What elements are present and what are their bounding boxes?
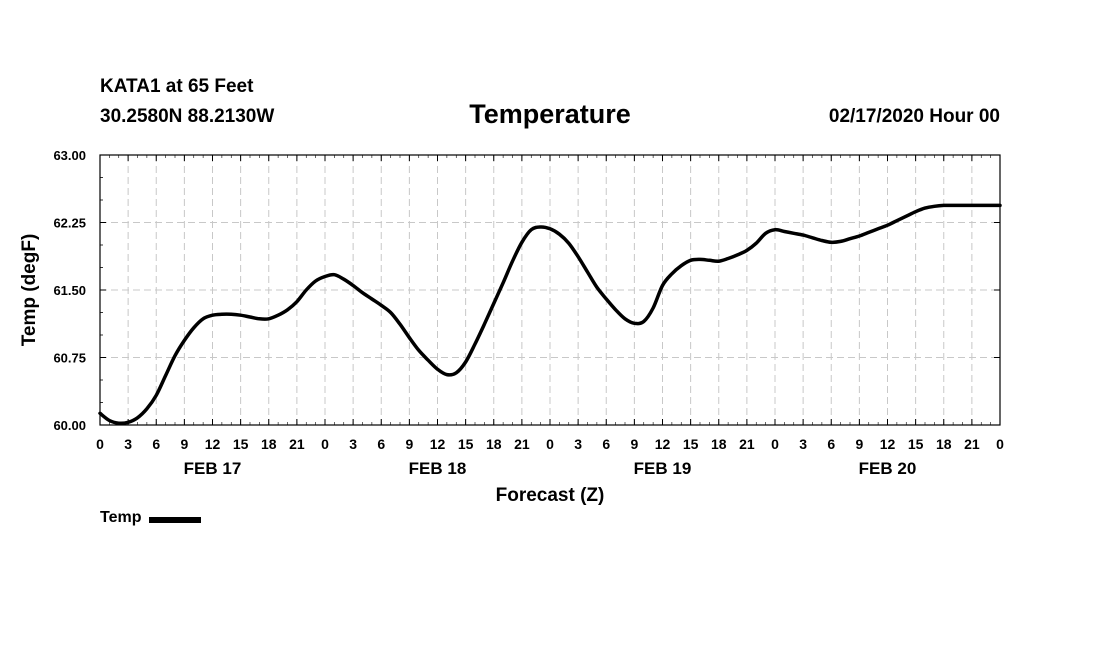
x-tick-label: 18 (261, 436, 277, 452)
y-tick-label: 62.25 (53, 216, 86, 231)
x-tick-label: 0 (321, 436, 329, 452)
y-tick-label: 60.75 (53, 351, 86, 366)
x-tick-label: 18 (486, 436, 502, 452)
date-labels: FEB 17 FEB 18 FEB 19 FEB 20 (184, 459, 917, 478)
legend: Temp (100, 509, 202, 527)
x-tick-label: 15 (683, 436, 699, 452)
station-label: KATA1 at 65 Feet (100, 76, 254, 97)
x-tick-label: 12 (205, 436, 221, 452)
x-tick-labels: 0 3 6 9 12 15 18 21 0 3 6 9 12 15 18 21 0 3 6 9 12 15 18 21 0 3 6 9… (96, 436, 1004, 452)
x-tick-label: 0 (996, 436, 1004, 452)
x-tick-label: 0 (546, 436, 554, 452)
x-tick-label: 6 (152, 436, 160, 452)
legend-line-swatch (149, 516, 202, 523)
y-tick-label: 63.00 (53, 148, 86, 163)
x-tick-label: 12 (430, 436, 446, 452)
x-tick-label: 3 (349, 436, 357, 452)
x-tick-label: 3 (574, 436, 582, 452)
x-tick-label: 12 (655, 436, 671, 452)
x-tick-label: 3 (124, 436, 132, 452)
x-tick-label: 15 (458, 436, 474, 452)
temp-series-line (98, 203, 1002, 426)
date-label: FEB 20 (859, 459, 917, 478)
x-tick-label: 15 (908, 436, 924, 452)
date-label: FEB 17 (184, 459, 242, 478)
forecast-date: 02/17/2020 Hour 00 (828, 106, 1000, 127)
x-tick-label: 18 (711, 436, 727, 452)
chart-title: Temperature (469, 99, 631, 129)
x-tick-label: 9 (405, 436, 413, 452)
x-tick-label: 9 (855, 436, 863, 452)
x-tick-label: 0 (96, 436, 104, 452)
y-tick-label: 61.50 (53, 283, 86, 298)
y-axis-label: Temp (degF) (19, 234, 40, 347)
date-label: FEB 19 (634, 459, 692, 478)
x-tick-label: 21 (964, 436, 980, 452)
x-tick-label: 0 (771, 436, 779, 452)
legend-label: Temp (100, 509, 142, 526)
x-tick-label: 12 (880, 436, 896, 452)
y-tick-labels: 60.00 60.75 61.50 62.25 63.00 (53, 148, 86, 433)
station-coordinates: 30.2580N 88.2130W (100, 106, 275, 127)
x-tick-label: 21 (514, 436, 530, 452)
x-tick-label: 9 (180, 436, 188, 452)
x-tick-label: 6 (827, 436, 835, 452)
gridlines (100, 155, 1000, 425)
x-tick-label: 21 (739, 436, 755, 452)
x-tick-label: 15 (233, 436, 249, 452)
x-tick-label: 9 (630, 436, 638, 452)
x-tick-label: 3 (799, 436, 807, 452)
x-tick-label: 6 (377, 436, 385, 452)
x-tick-label: 18 (936, 436, 952, 452)
date-label: FEB 18 (409, 459, 467, 478)
y-tick-label: 60.00 (53, 418, 86, 433)
x-tick-label: 21 (289, 436, 305, 452)
x-axis-label: Forecast (Z) (496, 485, 605, 506)
x-tick-label: 6 (602, 436, 610, 452)
